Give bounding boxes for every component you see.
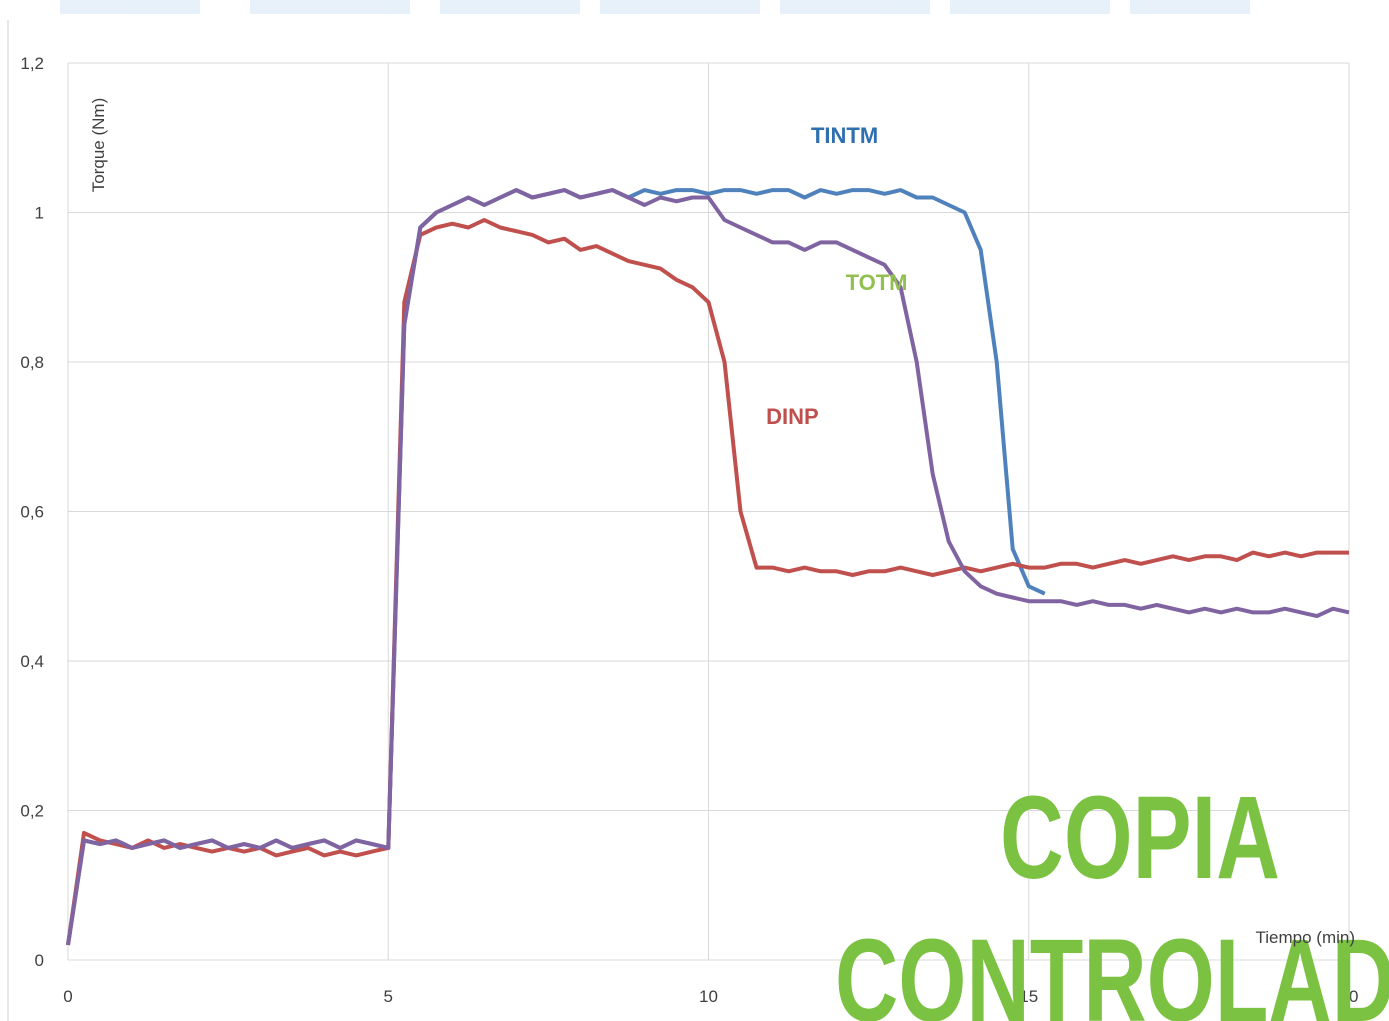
- x-tick-label: 5: [384, 987, 393, 1006]
- header-band: [60, 0, 1250, 14]
- watermark: CONTROLAD: [835, 915, 1389, 1021]
- x-tick-label: 0: [63, 987, 72, 1006]
- annotation: TOTM: [846, 270, 908, 295]
- y-axis-label: Torque (Nm): [89, 98, 108, 192]
- x-tick-label: 20: [1340, 987, 1359, 1006]
- y-tick-label: 1,2: [20, 54, 44, 73]
- y-tick-label: 0,2: [20, 802, 44, 821]
- watermark: COPIA: [1000, 772, 1280, 904]
- grid: [67, 62, 1350, 961]
- x-tick-label: 15: [1019, 987, 1038, 1006]
- data-line: [66, 218, 1349, 946]
- x-tick-label: 10: [699, 987, 718, 1006]
- annotation: DINP: [766, 404, 819, 429]
- labels: 0 0,2 0,4 0,6 0,8 1 1,2 0 5 10 15 20 TINTM TOTM DINP CO…: [20, 54, 1389, 1021]
- y-tick-label: 0: [35, 951, 44, 970]
- y-tick-label: 0,4: [20, 652, 44, 671]
- annotation: TINTM: [811, 123, 878, 148]
- x-axis-label: Tiempo (min): [1256, 928, 1356, 947]
- plot: [66, 188, 1350, 946]
- y-tick-label: 1: [35, 204, 44, 223]
- y-tick-label: 0,6: [20, 503, 44, 522]
- data-line: [66, 188, 1350, 946]
- y-tick-label: 0,8: [20, 353, 44, 372]
